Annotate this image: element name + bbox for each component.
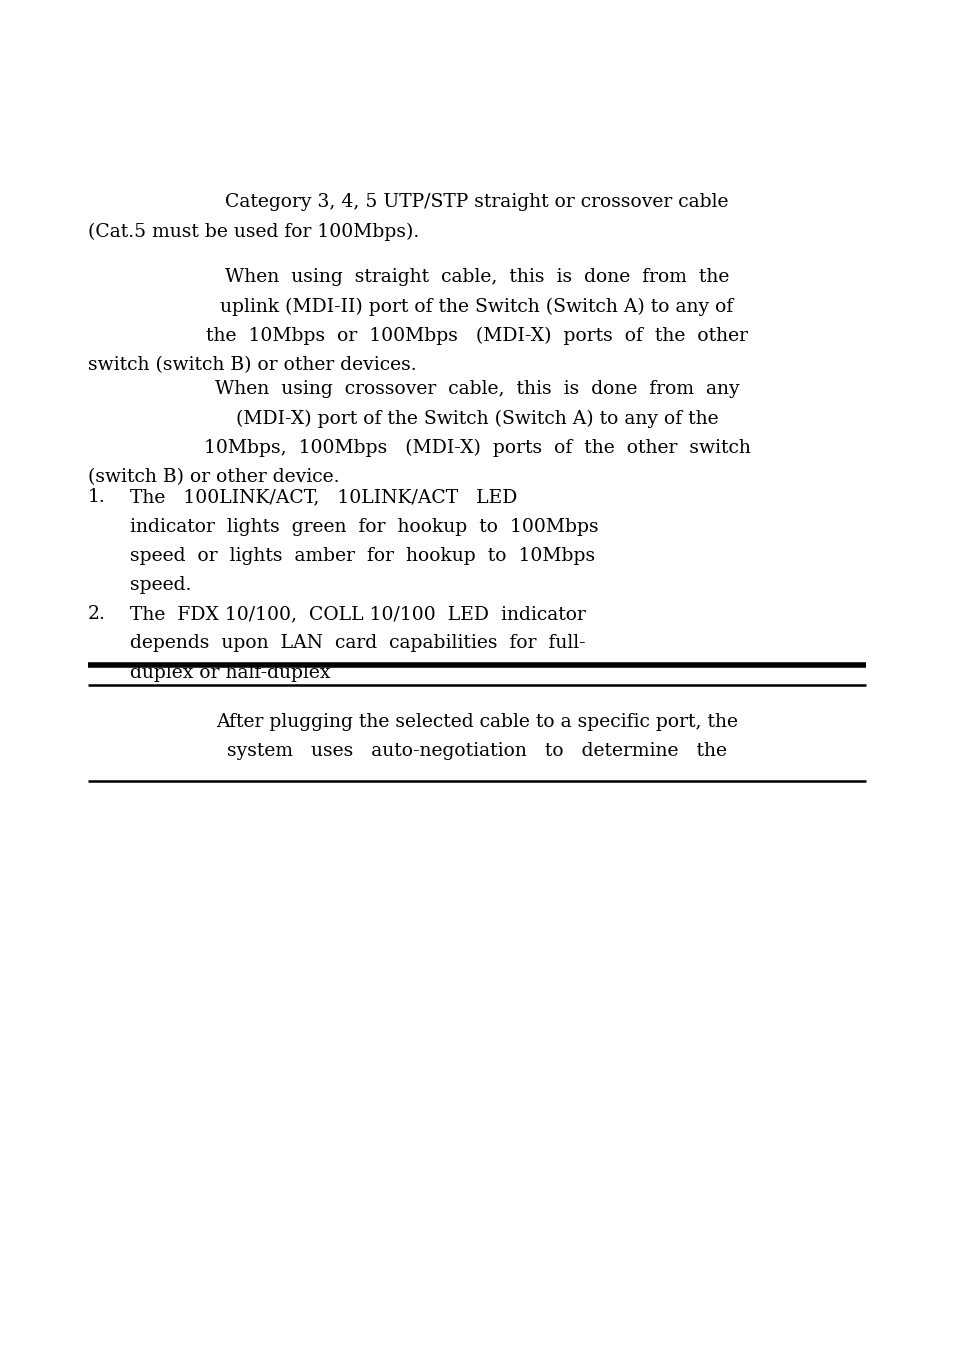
Text: When  using  straight  cable,  this  is  done  from  the: When using straight cable, this is done … (225, 268, 728, 285)
Text: (switch B) or other device.: (switch B) or other device. (88, 468, 339, 487)
Text: 2.: 2. (88, 605, 106, 622)
Text: depends  upon  LAN  card  capabilities  for  full-: depends upon LAN card capabilities for f… (130, 635, 585, 652)
Text: 10Mbps,  100Mbps   (MDI-X)  ports  of  the  other  switch: 10Mbps, 100Mbps (MDI-X) ports of the oth… (203, 438, 750, 457)
Text: switch (switch B) or other devices.: switch (switch B) or other devices. (88, 356, 416, 375)
Text: speed  or  lights  amber  for  hookup  to  10Mbps: speed or lights amber for hookup to 10Mb… (130, 547, 595, 566)
Text: the  10Mbps  or  100Mbps   (MDI-X)  ports  of  the  other: the 10Mbps or 100Mbps (MDI-X) ports of t… (206, 327, 747, 345)
Text: system   uses   auto-negotiation   to   determine   the: system uses auto-negotiation to determin… (227, 743, 726, 760)
Text: uplink (MDI-II) port of the Switch (Switch A) to any of: uplink (MDI-II) port of the Switch (Swit… (220, 298, 733, 315)
Text: 1.: 1. (88, 488, 106, 506)
Text: Category 3, 4, 5 UTP/STP straight or crossover cable: Category 3, 4, 5 UTP/STP straight or cro… (225, 193, 728, 211)
Text: When  using  crossover  cable,  this  is  done  from  any: When using crossover cable, this is done… (214, 380, 739, 398)
Text: speed.: speed. (130, 576, 192, 594)
Text: duplex or half-duplex: duplex or half-duplex (130, 664, 330, 682)
Text: (Cat.5 must be used for 100Mbps).: (Cat.5 must be used for 100Mbps). (88, 223, 418, 241)
Text: (MDI-X) port of the Switch (Switch A) to any of the: (MDI-X) port of the Switch (Switch A) to… (235, 410, 718, 428)
Text: The   100LINK/ACT,   10LINK/ACT   LED: The 100LINK/ACT, 10LINK/ACT LED (130, 488, 517, 506)
Text: After plugging the selected cable to a specific port, the: After plugging the selected cable to a s… (215, 713, 738, 731)
Text: indicator  lights  green  for  hookup  to  100Mbps: indicator lights green for hookup to 100… (130, 517, 598, 536)
Text: The  FDX 10/100,  COLL 10/100  LED  indicator: The FDX 10/100, COLL 10/100 LED indicato… (130, 605, 585, 622)
